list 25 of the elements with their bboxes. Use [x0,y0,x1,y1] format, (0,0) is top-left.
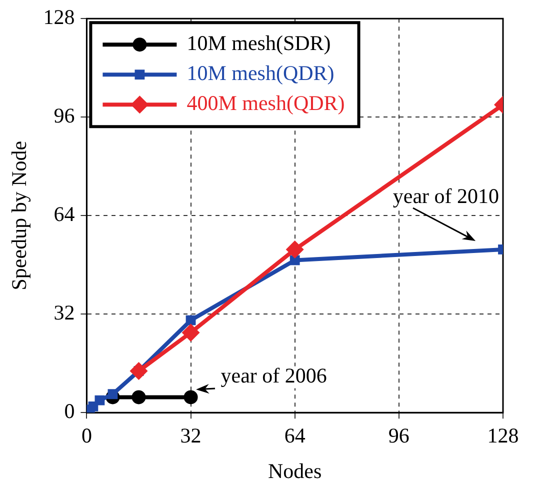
x-tick-label: 128 [487,424,519,448]
y-tick-label: 0 [64,399,75,424]
point [286,240,304,258]
legend-label: 400M mesh(QDR) [186,91,345,116]
y-axis-title: Speedup by Node [7,140,32,290]
y-tick-label: 128 [43,5,75,30]
x-tick-label: 32 [180,424,202,448]
y-tick-label: 96 [54,104,75,128]
y-tick-label: 64 [54,202,76,226]
point [186,315,196,326]
point [130,362,148,380]
point [184,390,198,404]
legend-label: 10M mesh(QDR) [186,61,334,86]
point [182,324,200,342]
annotation: year of 2006 [220,364,327,388]
point [108,389,118,400]
x-tick-label: 96 [388,424,410,448]
legend-label: 10M mesh(SDR) [186,31,331,56]
point [132,390,146,404]
annotation: year of 2010 [392,184,500,208]
x-tick-label: 0 [81,424,92,448]
x-axis-title: Nodes [268,458,322,483]
y-tick-label: 32 [54,300,75,325]
x-tick-label: 64 [284,424,306,448]
point [94,395,105,406]
